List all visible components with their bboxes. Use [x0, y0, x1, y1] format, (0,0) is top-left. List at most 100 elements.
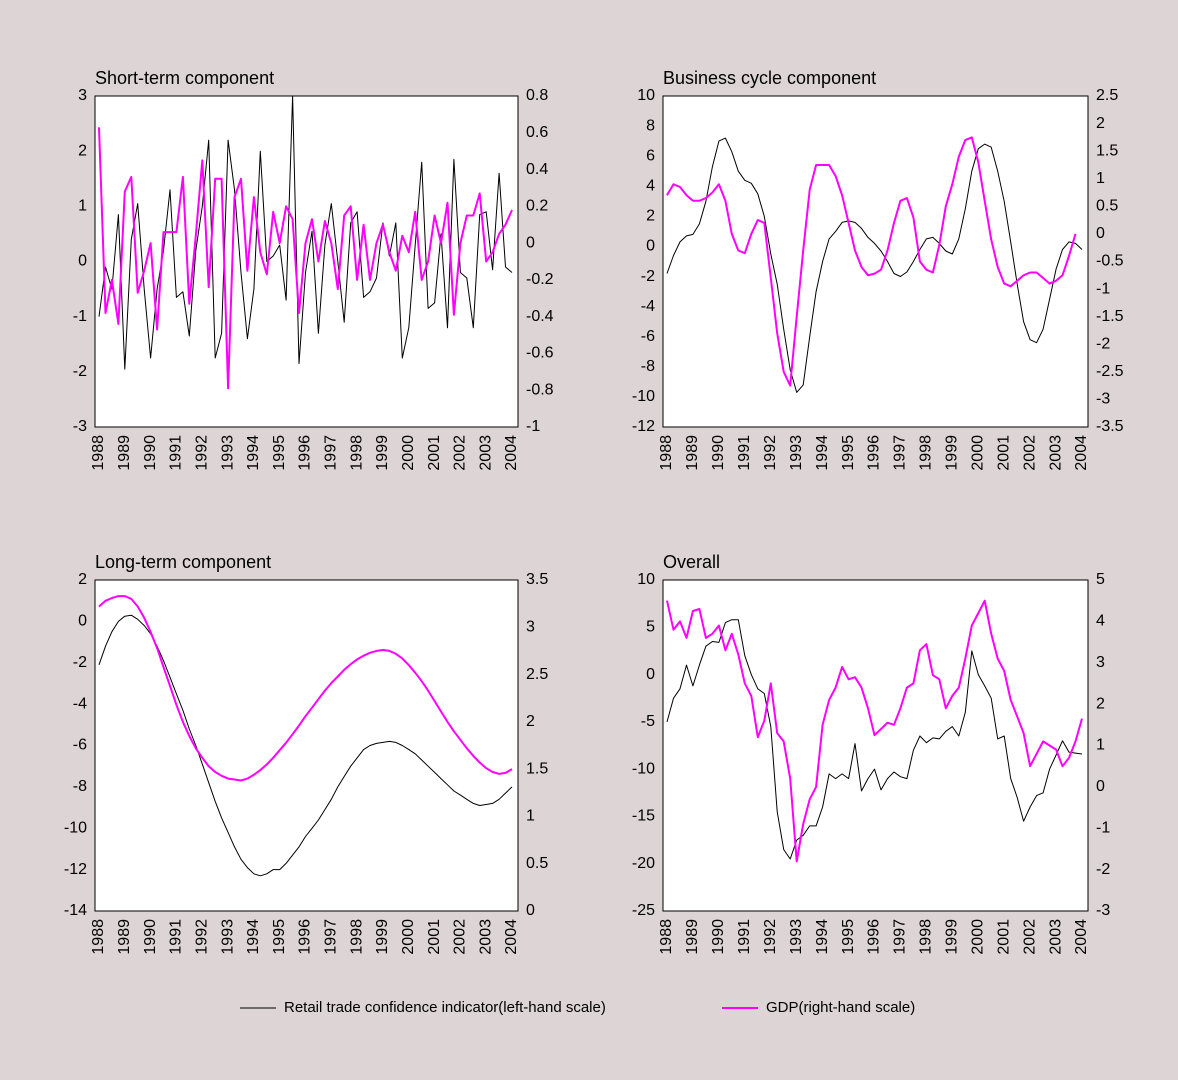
y-tick-label: -10 [632, 388, 655, 405]
x-tick-label: 1988 [658, 919, 675, 955]
y-tick-label: 2 [78, 571, 87, 588]
y2-tick-label: 0.5 [526, 855, 548, 872]
y2-tick-label: 0.4 [526, 161, 548, 178]
y-tick-label: 0 [78, 613, 87, 630]
y2-tick-label: 2.5 [526, 666, 548, 683]
x-tick-label: 2003 [1047, 435, 1064, 471]
y2-tick-label: -0.5 [1096, 253, 1124, 270]
y-tick-label: 0 [78, 253, 87, 270]
x-tick-label: 1996 [297, 435, 314, 471]
x-tick-label: 1992 [762, 435, 779, 471]
y2-tick-label: 0 [526, 234, 535, 251]
x-tick-label: 2004 [503, 919, 520, 955]
x-tick-label: 1989 [684, 919, 701, 955]
y2-tick-label: 1 [526, 808, 535, 825]
x-tick-label: 1996 [297, 919, 314, 955]
panel: Long-term component-14-12-10-8-6-4-20200… [64, 552, 548, 955]
y2-tick-label: -2 [1096, 861, 1110, 878]
panel-title: Business cycle component [663, 68, 876, 88]
series-line [666, 136, 1077, 387]
x-tick-label: 2003 [1047, 919, 1064, 955]
x-tick-label: 1997 [323, 919, 340, 955]
x-tick-label: 1994 [814, 919, 831, 955]
y2-tick-label: 0 [1096, 778, 1105, 795]
y-tick-label: -2 [73, 363, 87, 380]
y2-tick-label: 5 [1096, 571, 1105, 588]
x-tick-label: 2002 [1021, 919, 1038, 955]
y2-tick-label: 0.5 [1096, 198, 1118, 215]
series-line [98, 95, 513, 370]
y2-tick-label: 1.5 [526, 760, 548, 777]
y2-tick-label: 2 [1096, 115, 1105, 132]
x-tick-label: 1991 [168, 435, 185, 471]
y-tick-label: -10 [632, 760, 655, 777]
x-tick-label: 2000 [969, 919, 986, 955]
x-tick-label: 1994 [814, 435, 831, 471]
series-line [666, 619, 1083, 860]
panel-title: Overall [663, 552, 720, 572]
x-tick-label: 1990 [710, 919, 727, 955]
panel-title: Short-term component [95, 68, 274, 88]
y2-tick-label: -1 [1096, 280, 1110, 297]
x-tick-label: 1992 [762, 919, 779, 955]
y2-tick-label: 3 [526, 619, 535, 636]
y-tick-label: 2 [646, 208, 655, 225]
x-tick-label: 1999 [374, 919, 391, 955]
x-tick-label: 1988 [658, 435, 675, 471]
x-tick-label: 1988 [90, 435, 107, 471]
y-tick-label: 2 [78, 142, 87, 159]
y-tick-label: 5 [646, 619, 655, 636]
y-tick-label: -25 [632, 902, 655, 919]
x-tick-label: 2001 [995, 435, 1012, 471]
x-tick-label: 1993 [788, 919, 805, 955]
y2-tick-label: 2.5 [1096, 87, 1118, 104]
y-tick-label: 4 [646, 177, 655, 194]
y-tick-label: 6 [646, 147, 655, 164]
y2-tick-label: 3 [1096, 654, 1105, 671]
y-tick-label: 0 [646, 238, 655, 255]
y2-tick-label: -1.5 [1096, 308, 1124, 325]
y2-tick-label: -3.5 [1096, 418, 1124, 435]
y2-tick-label: 2 [1096, 695, 1105, 712]
x-tick-label: 2004 [503, 435, 520, 471]
x-tick-label: 1995 [271, 919, 288, 955]
x-tick-label: 1994 [245, 435, 262, 471]
x-tick-label: 1989 [116, 919, 133, 955]
y2-tick-label: 0 [526, 902, 535, 919]
y-tick-label: -15 [632, 808, 655, 825]
panel: Business cycle component-12-10-8-6-4-202… [632, 68, 1124, 471]
y2-tick-label: -1 [1096, 819, 1110, 836]
y-tick-label: -14 [64, 902, 87, 919]
x-tick-label: 2003 [477, 919, 494, 955]
y-tick-label: -3 [73, 418, 87, 435]
plot-area [662, 95, 1089, 428]
y2-tick-label: -1 [526, 418, 540, 435]
y-tick-label: -8 [641, 358, 655, 375]
y2-tick-label: 4 [1096, 613, 1105, 630]
x-tick-label: 2001 [426, 435, 443, 471]
x-tick-label: 1989 [684, 435, 701, 471]
x-tick-label: 1991 [736, 919, 753, 955]
x-tick-label: 2004 [1073, 919, 1090, 955]
panel: Short-term component -3 -2 -1 0 1 2 3 -1 -0.8 -0.6… [73, 68, 554, 471]
y2-tick-label: -0.4 [526, 308, 554, 325]
plot-area [662, 579, 1089, 912]
x-tick-label: 2000 [969, 435, 986, 471]
x-tick-label: 1995 [271, 435, 288, 471]
x-tick-label: 1990 [710, 435, 727, 471]
panel: Overall-25-20-15-10-50510-3-2-1012345198… [632, 552, 1110, 955]
y2-tick-label: 2 [526, 713, 535, 730]
y2-tick-label: 1 [1096, 170, 1105, 187]
x-tick-label: 1998 [918, 435, 935, 471]
y-tick-label: -12 [632, 418, 655, 435]
x-tick-label: 1991 [736, 435, 753, 471]
x-tick-label: 1988 [90, 919, 107, 955]
x-tick-label: 2000 [400, 435, 417, 471]
x-tick-label: 1998 [348, 919, 365, 955]
series-line [98, 127, 513, 390]
y2-tick-label: 1 [1096, 737, 1105, 754]
x-tick-label: 2000 [400, 919, 417, 955]
y2-tick-label: -0.2 [526, 271, 554, 288]
x-tick-label: 1994 [245, 919, 262, 955]
